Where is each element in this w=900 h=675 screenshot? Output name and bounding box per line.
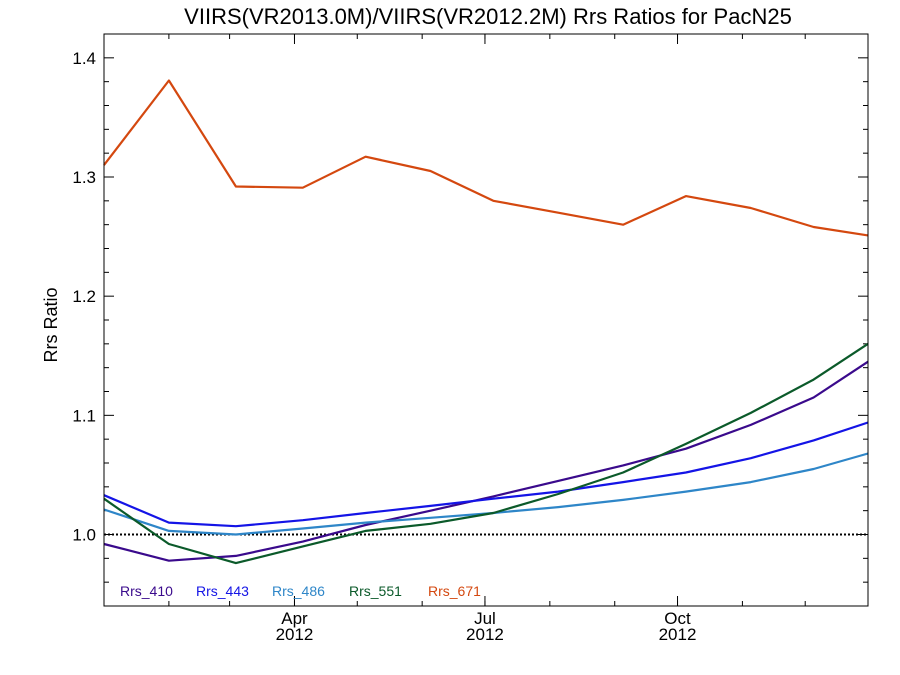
y-tick-label: 1.4	[72, 49, 96, 68]
y-tick-label: 1.1	[72, 406, 96, 425]
chart-title: VIIRS(VR2013.0M)/VIIRS(VR2012.2M) Rrs Ra…	[184, 4, 792, 29]
legend-item-rrs-443: Rrs_443	[196, 583, 249, 599]
series-line-rrs-671	[103, 79, 869, 237]
series-line-rrs-486	[103, 452, 869, 536]
legend-item-rrs-410: Rrs_410	[120, 583, 173, 599]
x-tick-label-month: Oct	[664, 609, 691, 628]
series-line-rrs-443	[103, 421, 869, 528]
y-tick-label: 1.2	[72, 287, 96, 306]
y-tick-label: 1.0	[72, 526, 96, 545]
x-tick-label-year: 2012	[466, 625, 504, 644]
x-tick-label-year: 2012	[276, 625, 314, 644]
series-line-rrs-410	[103, 360, 869, 562]
y-axis-label: Rrs Ratio	[41, 287, 61, 362]
legend-item-rrs-486: Rrs_486	[272, 583, 325, 599]
legend-item-rrs-671: Rrs_671	[428, 583, 481, 599]
series-line-rrs-551	[103, 342, 869, 565]
plot-frame	[103, 33, 869, 607]
legend: Rrs_410 Rrs_443 Rrs_486 Rrs_551 Rrs_671	[120, 583, 481, 599]
x-tick-label-year: 2012	[659, 625, 697, 644]
x-tick-label-month: Apr	[281, 609, 308, 628]
axis-ticks	[104, 33, 868, 607]
series-group	[103, 79, 869, 565]
legend-item-rrs-551: Rrs_551	[349, 583, 402, 599]
y-tick-label: 1.3	[72, 168, 96, 187]
x-tick-label-month: Jul	[474, 609, 496, 628]
